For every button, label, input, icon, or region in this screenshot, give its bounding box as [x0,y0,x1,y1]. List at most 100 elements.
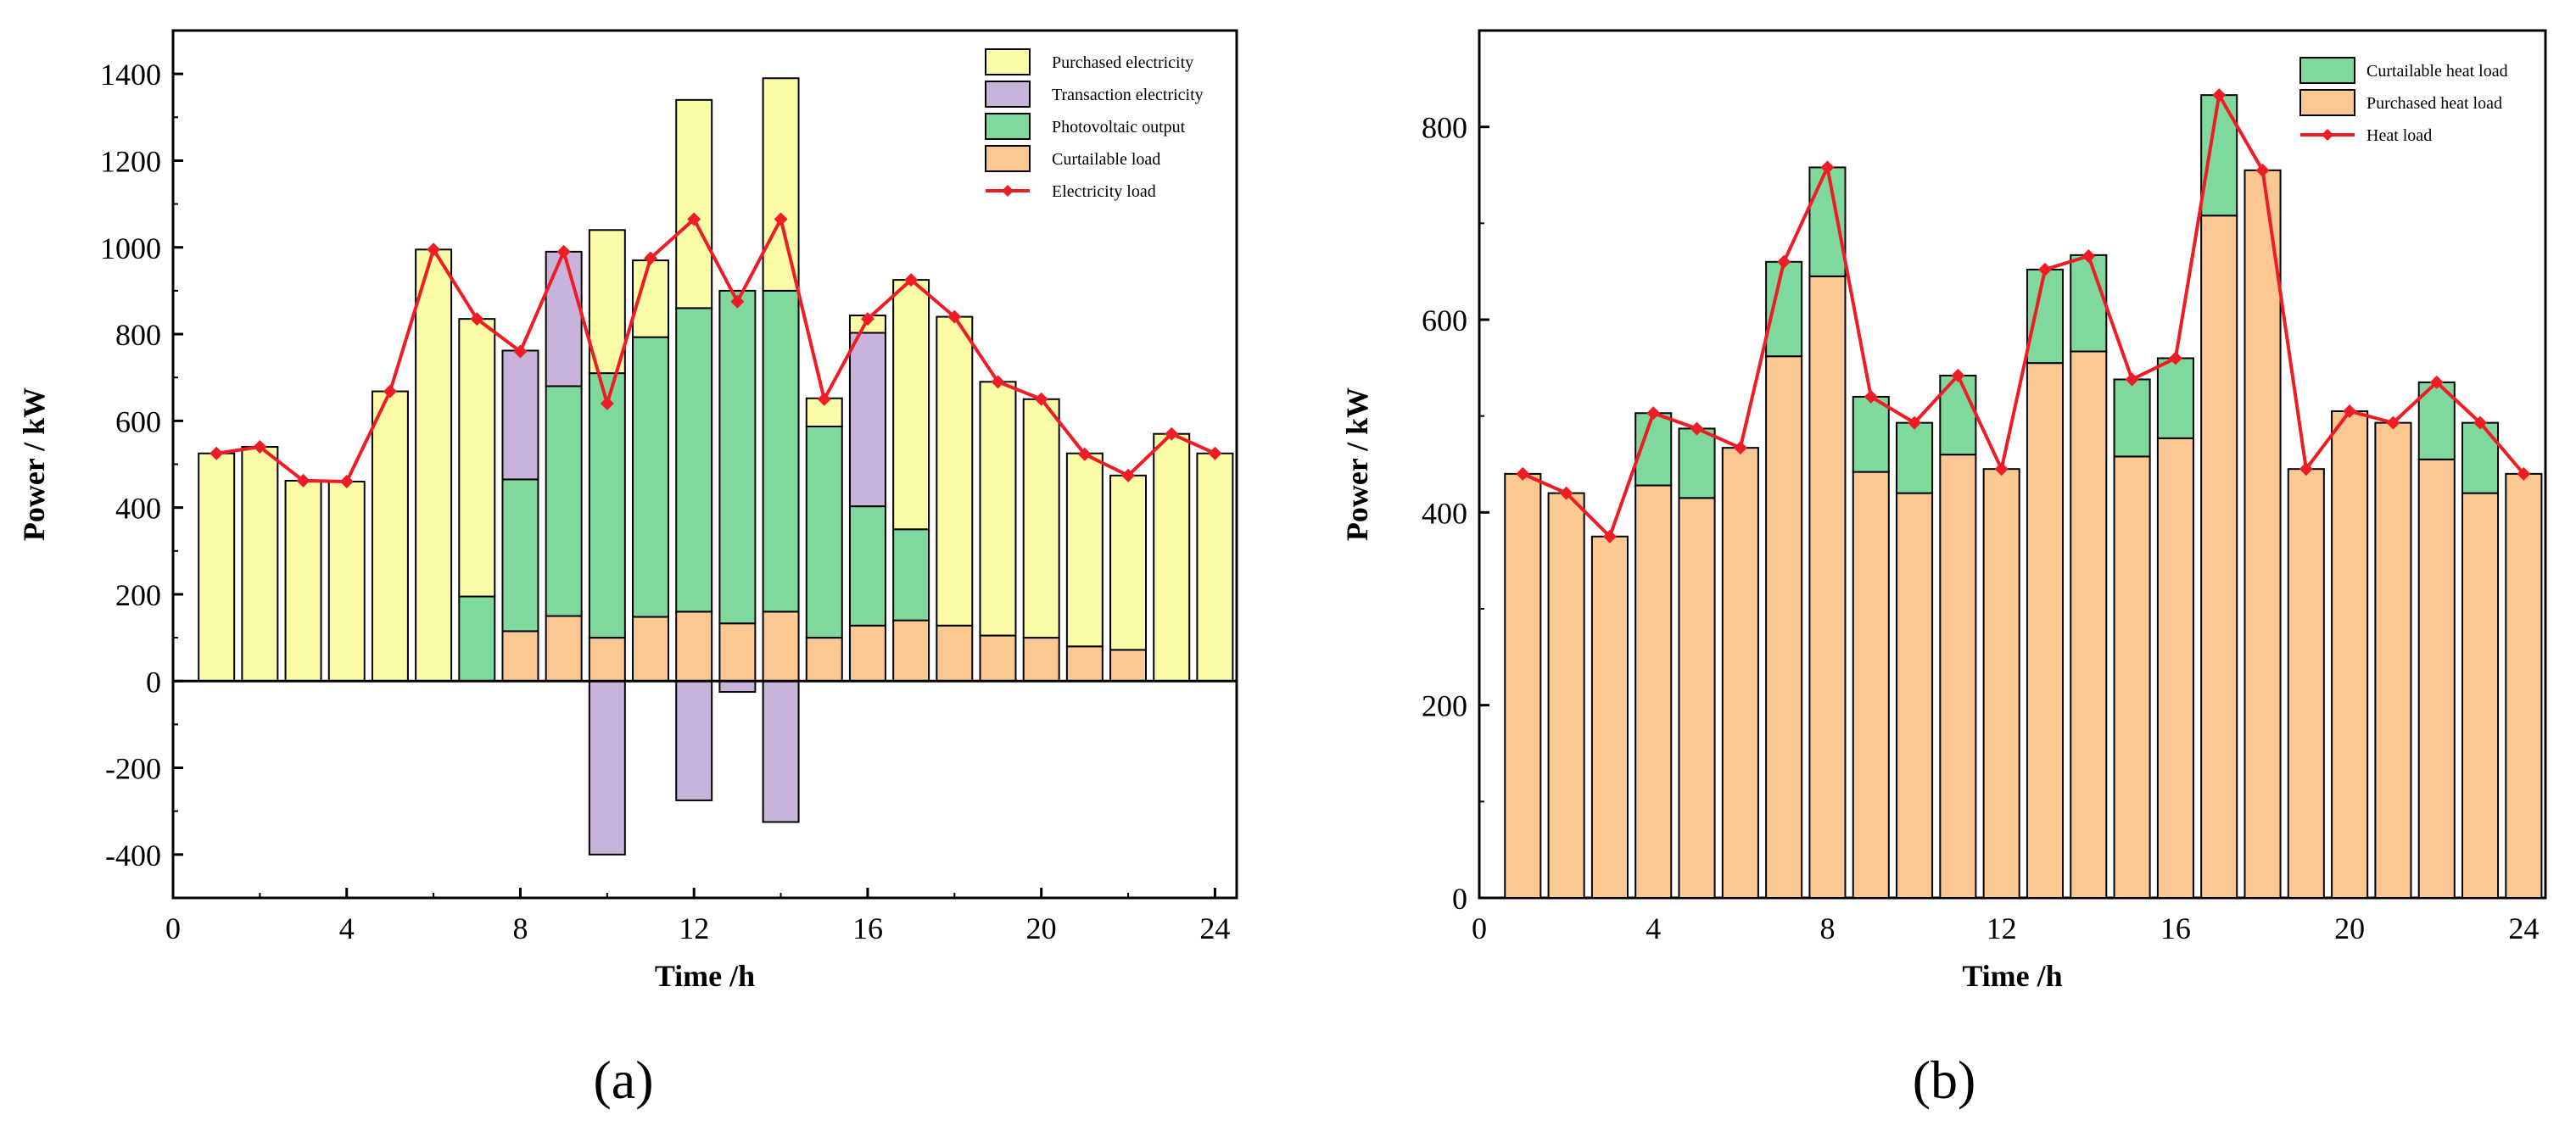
bar-purchased-electricity [979,381,1017,637]
legend-swatch-purchased-electricity [985,48,1031,75]
bar-purchased-electricity [458,318,496,598]
legend-marker [2322,129,2333,141]
line-marker [2125,372,2139,387]
bar-purchased-heat-load [2505,472,2543,899]
x-tick-label: 12 [679,911,709,945]
bar-photovoltaic-output [848,505,886,627]
y-axis-title: Power / kW [17,387,51,541]
bar-purchased-heat-load [1590,535,1629,899]
line-marker [1165,426,1179,441]
x-axis-title: Time /h [655,959,755,993]
bar-curtailable-load [805,637,843,683]
line-marker [1820,160,1835,175]
line-marker [427,242,441,257]
legend-label-heat-load: Heat load [2366,126,2432,145]
bar-transaction-electricity [588,680,626,856]
bar-purchased-heat-load [2156,437,2194,899]
x-tick-label: 20 [1026,911,1057,945]
legend-label-curtailable-load: Curtailable load [1052,150,1160,169]
line-marker [2037,262,2052,276]
bar-purchased-heat-load [2461,492,2500,899]
y-tick-label: 1200 [100,144,161,178]
line-marker [210,446,224,460]
line-marker [339,474,354,488]
x-tick-label: 4 [339,911,355,945]
bar-purchased-heat-load [1896,492,1934,899]
bar-photovoltaic-output [892,528,930,622]
bar-purchased-electricity [762,77,800,292]
bar-photovoltaic-output [588,372,626,639]
bar-purchased-electricity [415,248,453,683]
panel-label: (b) [1913,1050,1976,1110]
bar-purchased-heat-load [1547,492,1585,899]
bar-curtailable-heat-load [2113,378,2151,458]
bar-purchased-heat-load [2113,455,2151,899]
bar-purchased-heat-load [1721,447,1759,899]
legend-label-curtailable-heat-load: Curtailable heat load [2366,62,2508,81]
line-marker [2168,351,2182,365]
line-marker [1559,486,1573,500]
line-marker [1034,392,1048,406]
bar-curtailable-load [501,630,539,683]
bar-photovoltaic-output [545,385,583,617]
legend-swatch-transaction-electricity [985,81,1031,108]
bar-purchased-electricity [675,98,713,309]
y-tick-label: 800 [115,318,161,352]
bar-purchased-electricity [1022,398,1060,639]
line-marker [1777,254,1791,269]
line-marker [556,244,571,259]
y-tick-label: 0 [1452,882,1467,916]
bar-curtailable-load [718,622,757,683]
y-tick-label: 200 [115,578,161,612]
line-marker [1646,406,1661,421]
bar-purchased-electricity [371,390,409,683]
bar-photovoltaic-output [675,307,713,613]
bar-purchased-electricity [936,315,974,627]
bar-purchased-heat-load [2331,410,2369,899]
bar-purchased-heat-load [1982,468,2020,900]
bar-purchased-heat-load [2070,350,2108,899]
line-marker [904,273,919,287]
chart-a: 0 4 8 12 16 20 24 -400 -200 0 200 400 600 800 1000 1200… [17,29,1238,1110]
line-marker [1208,446,1222,460]
line-marker [947,309,962,324]
bar-purchased-electricity [1109,474,1148,651]
bar-purchased-heat-load [1808,275,1847,900]
bar-purchased-electricity [1196,452,1234,683]
x-tick-label: 4 [1646,911,1661,945]
line-marker [296,473,310,488]
line-marker [2299,462,2313,477]
bar-purchased-electricity [241,446,279,683]
y-tick-label: -400 [105,839,161,872]
bar-purchased-heat-load [2287,468,2325,900]
bar-curtailable-load [675,610,713,683]
line-marker [2081,248,2096,263]
legend-marker [1002,185,1014,197]
line-marker [730,294,745,309]
bar-curtailable-load [762,610,800,683]
line-marker [817,392,831,406]
x-tick-label: 8 [1819,911,1835,945]
line-marker [253,440,267,454]
bar-curtailable-heat-load [1852,395,1890,473]
line-marker [2255,163,2270,177]
y-tick-label: 800 [1422,111,1467,145]
bar-curtailable-load [1065,645,1104,683]
bar-purchased-electricity [284,479,322,683]
y-tick-label: 400 [115,492,161,526]
x-tick-label: 8 [512,911,528,945]
line-marker [860,312,874,326]
line-marker [1994,462,2009,477]
bar-curtailable-heat-load [1678,427,1716,499]
bar-photovoltaic-output [762,289,800,613]
line-heat-load [1522,93,2525,538]
line-marker [1602,529,1617,543]
line-marker [1516,466,1530,481]
bar-curtailable-load [892,619,930,683]
line-marker [600,396,614,410]
bar-purchased-electricity [198,452,236,683]
x-tick-label: 16 [2160,911,2191,945]
legend: Curtailable heat load Purchased heat load… [2299,57,2508,145]
y-tick-label: -200 [105,752,161,786]
